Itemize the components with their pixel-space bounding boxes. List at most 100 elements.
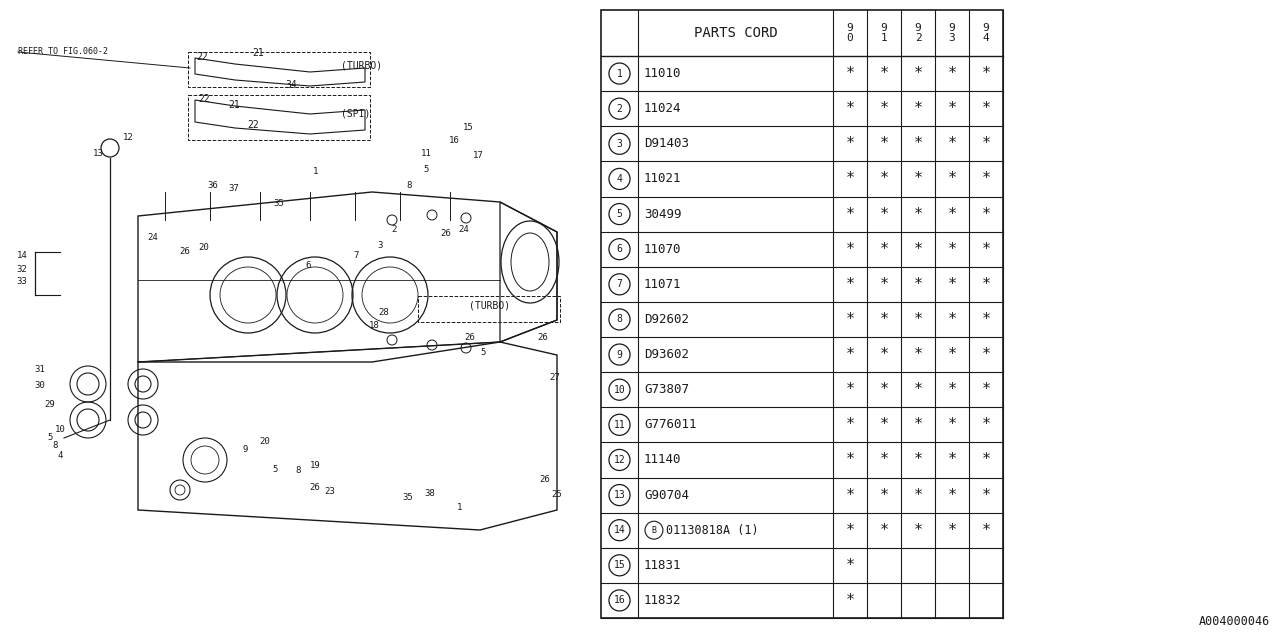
Text: 11021: 11021: [644, 172, 681, 186]
Text: 5: 5: [273, 465, 278, 474]
Text: *: *: [845, 101, 855, 116]
Text: 5: 5: [424, 165, 429, 174]
Text: 18: 18: [369, 321, 379, 330]
Text: 15: 15: [462, 123, 474, 132]
Text: 01130818A (1): 01130818A (1): [666, 524, 759, 537]
Text: *: *: [947, 277, 956, 292]
Text: 16: 16: [448, 136, 460, 145]
Text: *: *: [845, 66, 855, 81]
Text: 27: 27: [549, 373, 561, 382]
Text: *: *: [982, 312, 991, 327]
Text: *: *: [845, 382, 855, 397]
Text: *: *: [845, 523, 855, 538]
Text: *: *: [914, 101, 923, 116]
Text: *: *: [845, 417, 855, 432]
Text: *: *: [947, 207, 956, 221]
Text: 20: 20: [260, 437, 270, 446]
Text: *: *: [914, 312, 923, 327]
Text: *: *: [845, 347, 855, 362]
Text: *: *: [914, 452, 923, 467]
Text: 26: 26: [538, 333, 548, 342]
Text: 14: 14: [613, 525, 626, 535]
Text: *: *: [845, 207, 855, 221]
Text: 31: 31: [35, 365, 45, 374]
Text: 24: 24: [458, 225, 470, 234]
Text: 11140: 11140: [644, 453, 681, 467]
Text: *: *: [947, 136, 956, 151]
Text: 26: 26: [465, 333, 475, 342]
Text: 32: 32: [17, 265, 27, 274]
Text: G90704: G90704: [644, 488, 689, 502]
Text: 19: 19: [310, 461, 320, 470]
Text: 26: 26: [440, 229, 452, 238]
Text: 15: 15: [613, 560, 626, 570]
Bar: [602, 10, 1004, 618]
Text: 34: 34: [285, 80, 297, 90]
Text: *: *: [879, 417, 888, 432]
Text: 13: 13: [613, 490, 626, 500]
Text: 30: 30: [35, 381, 45, 390]
Text: 14: 14: [17, 251, 27, 260]
Text: *: *: [879, 523, 888, 538]
Text: *: *: [914, 207, 923, 221]
Text: 35: 35: [274, 199, 284, 208]
Text: 16: 16: [613, 595, 626, 605]
Text: *: *: [947, 347, 956, 362]
Text: PARTS CORD: PARTS CORD: [694, 26, 777, 40]
Text: 5: 5: [617, 209, 622, 219]
Text: 37: 37: [229, 184, 239, 193]
Text: *: *: [947, 488, 956, 502]
Text: 28: 28: [379, 308, 389, 317]
Text: 13: 13: [92, 149, 104, 158]
Text: 9
0: 9 0: [846, 24, 854, 43]
Text: 11: 11: [421, 149, 431, 158]
Text: *: *: [879, 172, 888, 186]
Text: *: *: [845, 558, 855, 573]
Text: *: *: [914, 382, 923, 397]
Text: *: *: [982, 523, 991, 538]
Text: *: *: [845, 172, 855, 186]
Text: 8: 8: [406, 181, 412, 190]
Text: 26: 26: [310, 483, 320, 492]
Text: *: *: [914, 523, 923, 538]
Text: 8: 8: [617, 314, 622, 324]
Text: (TURBO): (TURBO): [470, 300, 511, 310]
Text: 11071: 11071: [644, 278, 681, 291]
Text: *: *: [947, 452, 956, 467]
Text: (TURBO): (TURBO): [340, 60, 383, 70]
Text: *: *: [982, 488, 991, 502]
Text: 30499: 30499: [644, 207, 681, 221]
Text: REFER TO FIG.060-2: REFER TO FIG.060-2: [18, 47, 108, 56]
Text: *: *: [879, 66, 888, 81]
Text: 7: 7: [353, 251, 358, 260]
Text: *: *: [982, 66, 991, 81]
Text: *: *: [879, 382, 888, 397]
Text: 21: 21: [228, 100, 239, 110]
Text: *: *: [982, 207, 991, 221]
Text: (SPI): (SPI): [340, 108, 370, 118]
Text: 9: 9: [617, 349, 622, 360]
Text: D93602: D93602: [644, 348, 689, 361]
Text: *: *: [845, 452, 855, 467]
Text: *: *: [982, 242, 991, 257]
Text: *: *: [879, 242, 888, 257]
Text: 9
4: 9 4: [983, 24, 989, 43]
Text: 5: 5: [480, 348, 485, 357]
Text: *: *: [845, 312, 855, 327]
Text: *: *: [845, 593, 855, 608]
Text: *: *: [982, 172, 991, 186]
Text: 7: 7: [617, 279, 622, 289]
Text: 9
2: 9 2: [915, 24, 922, 43]
Text: *: *: [982, 417, 991, 432]
Text: *: *: [914, 66, 923, 81]
Text: 4: 4: [58, 451, 63, 460]
Text: *: *: [914, 277, 923, 292]
Text: *: *: [982, 136, 991, 151]
Text: 22: 22: [198, 94, 210, 104]
Text: 33: 33: [17, 277, 27, 286]
Text: 6: 6: [617, 244, 622, 254]
Text: 8: 8: [52, 441, 58, 450]
Text: 1: 1: [617, 68, 622, 79]
Text: 9
1: 9 1: [881, 24, 887, 43]
Text: *: *: [982, 277, 991, 292]
